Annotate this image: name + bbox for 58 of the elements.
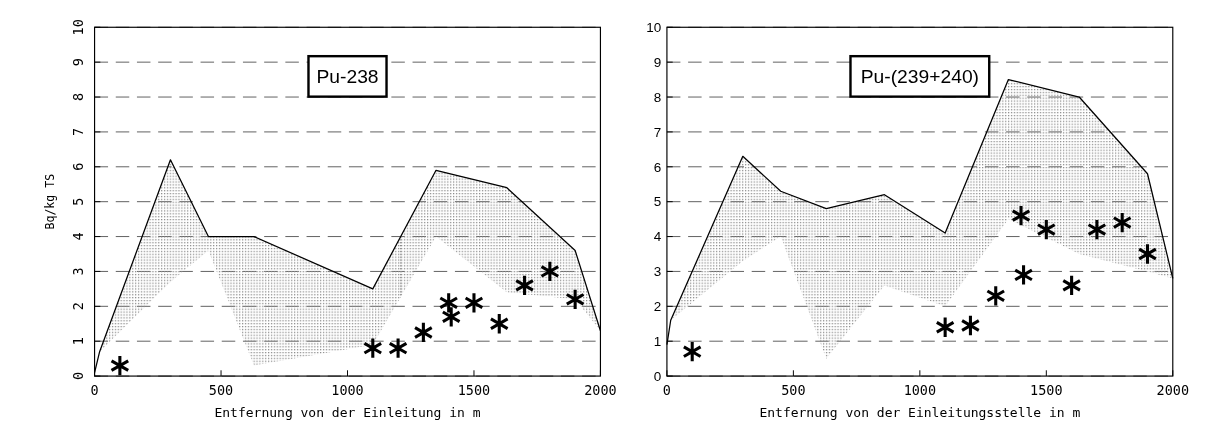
point — [464, 291, 484, 314]
point — [514, 274, 535, 297]
point — [1061, 274, 1082, 297]
y-tick-label: 9 — [70, 58, 87, 67]
point — [682, 340, 703, 363]
y-tick-label: 1 — [653, 334, 662, 350]
y-tick-label: 0 — [653, 368, 662, 384]
point — [489, 312, 510, 335]
y-tick-label: 4 — [653, 229, 662, 245]
point — [362, 337, 383, 360]
x-tick-label: 1000 — [903, 382, 937, 399]
point — [1011, 204, 1031, 227]
y-tick-label: 10 — [70, 19, 87, 36]
y-tick-label: 8 — [653, 89, 662, 105]
point — [985, 284, 1006, 308]
y-tick-label: 7 — [70, 127, 87, 136]
y-tick-label: 4 — [70, 232, 87, 241]
point — [539, 260, 560, 283]
y-tick-label: 0 — [70, 372, 87, 381]
point — [1137, 242, 1158, 266]
y-tick-label: 2 — [70, 302, 87, 311]
point — [413, 321, 434, 344]
y-tick-label: 5 — [70, 197, 87, 206]
point — [438, 291, 459, 314]
x-tick-label: 2000 — [1156, 382, 1190, 399]
x-tick-label: 0 — [90, 382, 99, 399]
y-axis-title: Bq/kg TS — [43, 173, 58, 230]
y-tick-label: 7 — [653, 124, 662, 140]
y-tick-label: 9 — [653, 54, 662, 70]
x-tick-label: 1000 — [331, 382, 364, 399]
point — [1013, 263, 1034, 287]
point — [960, 314, 981, 337]
y-tick-label: 10 — [646, 20, 662, 36]
point — [441, 305, 462, 328]
y-tick-label: 6 — [653, 159, 662, 175]
point — [388, 337, 408, 360]
x-axis-title: Entfernung von der Einleitungsstelle in m — [759, 405, 1081, 421]
y-tick-label: 6 — [70, 162, 87, 171]
point — [1036, 218, 1057, 241]
y-tick-label: 5 — [653, 194, 662, 210]
x-tick-label: 2000 — [584, 382, 617, 399]
x-tick-label: 500 — [781, 382, 806, 399]
x-tick-label: 1500 — [457, 382, 491, 399]
point — [109, 354, 130, 377]
point — [565, 288, 586, 311]
point — [1112, 211, 1133, 234]
point — [935, 316, 956, 339]
annotation: Pu-238 — [316, 66, 379, 88]
point — [1087, 218, 1107, 241]
x-axis-title: Entfernung von der Einleitung in m — [214, 405, 481, 421]
y-tick-label: 2 — [653, 299, 662, 315]
annotation: Pu-(239+240) — [860, 66, 980, 88]
y-tick-label: 8 — [70, 92, 87, 102]
y-tick-label: 1 — [70, 337, 87, 346]
y-tick-label: 3 — [653, 264, 662, 280]
x-tick-label: 1500 — [1030, 382, 1063, 399]
y-tick-label: 3 — [70, 267, 87, 276]
x-tick-label: 500 — [208, 382, 234, 399]
